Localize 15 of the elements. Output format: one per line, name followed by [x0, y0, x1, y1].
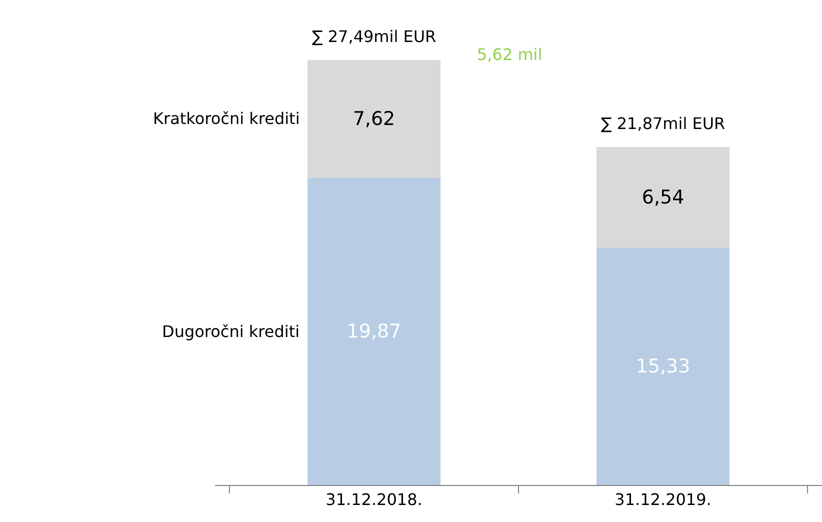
series-label: Dugoročni krediti [162, 322, 300, 341]
annotation: 5,62 mil [477, 45, 542, 64]
data-label: 6,54 [642, 186, 684, 208]
bar [596, 146, 730, 248]
bar [308, 60, 440, 178]
total-label: ∑ 27,49mil EUR [312, 27, 436, 46]
data-label: 7,62 [352, 108, 396, 130]
bar [596, 248, 730, 485]
data-label: 15,33 [636, 356, 690, 378]
x-tick-label: 31.12.2018. [326, 490, 422, 510]
x-tick-label: 31.12.2019. [614, 490, 712, 510]
total-label: ∑ 21,87mil EUR [601, 114, 726, 133]
data-label: 19,87 [346, 320, 402, 342]
bar [308, 178, 440, 485]
series-label: Kratkoročni krediti [153, 109, 300, 128]
